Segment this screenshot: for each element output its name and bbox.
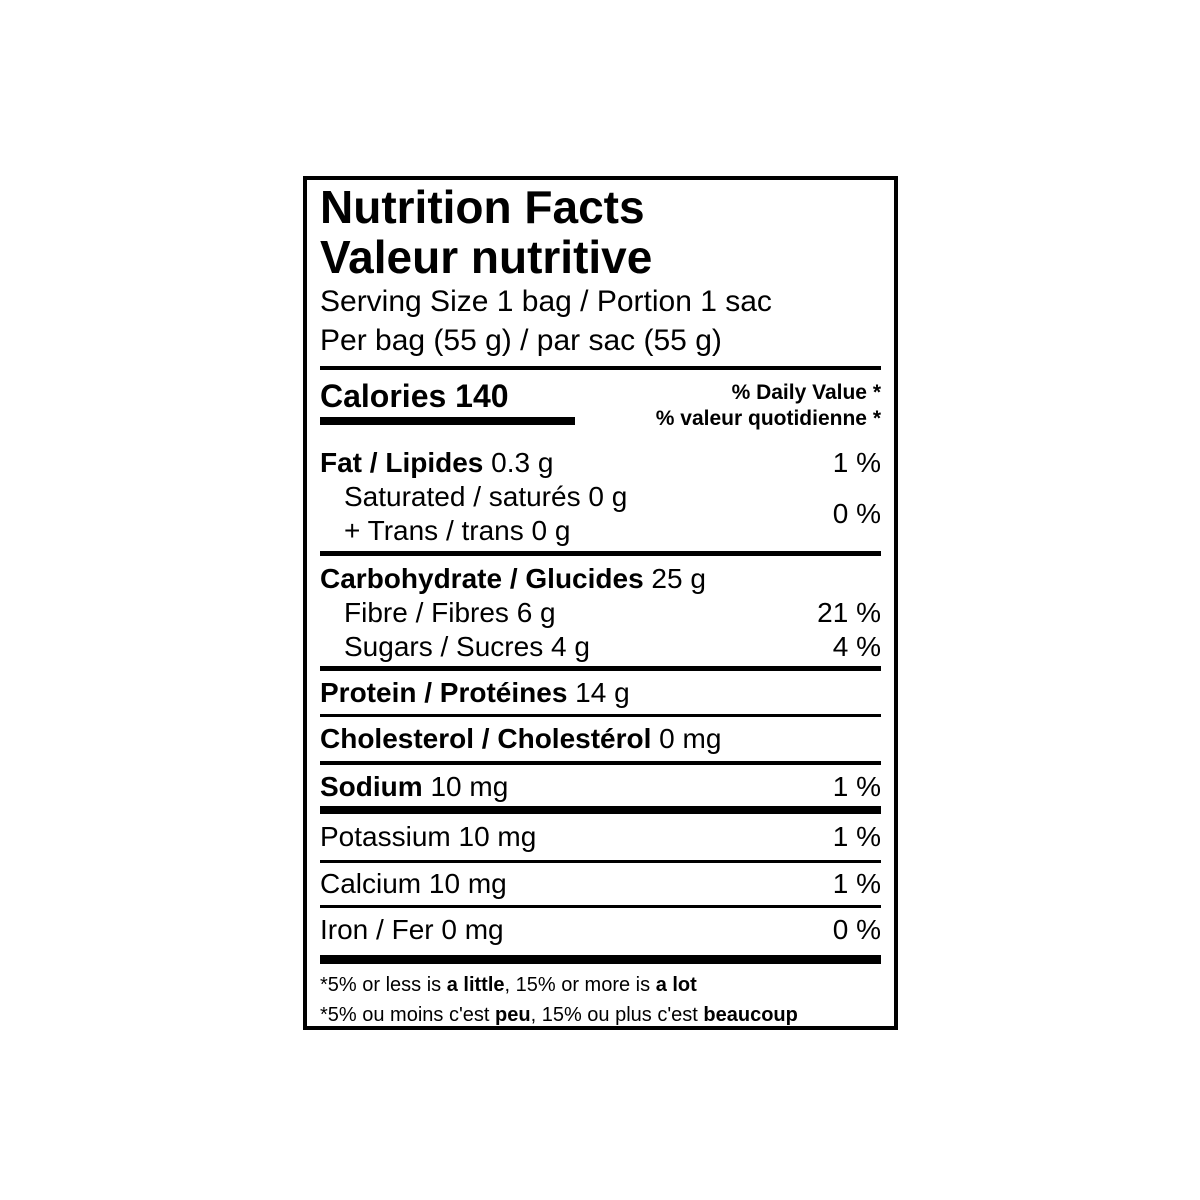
footnote-en-part1: *5% or less is [320,974,447,996]
protein-amount: 14 g [567,677,630,708]
calories-value: 140 [455,378,509,414]
carbohydrate-amount: 25 g [643,563,706,594]
fibre-label: Fibre / Fibres 6 g [344,597,556,628]
row-fibre: Fibre / Fibres 6 g 21 % [320,596,881,630]
separator-rule-potassium [320,860,881,863]
nutrition-facts-label: Nutrition Facts Valeur nutritive Serving… [303,176,898,1030]
row-carbohydrate: Carbohydrate / Glucides 25 g [320,562,881,596]
footnote-fr-bold1: peu [495,1004,531,1026]
daily-value-header: % Daily Value * % valeur quotidienne * [656,378,881,432]
calories-label: Calories [320,378,447,414]
calcium-daily-value: 1 % [832,868,881,899]
sugars-daily-value: 4 % [832,631,881,662]
separator-rule-calcium [320,905,881,908]
cholesterol-amount: 0 mg [651,723,722,754]
footnote-en: *5% or less is a little, 15% or more is … [320,972,881,998]
separator-rule-protein [320,714,881,717]
row-saturated: Saturated / saturés 0 g [320,480,833,514]
saturated-label: Saturated / saturés 0 g [344,481,628,512]
carbohydrate-name: Carbohydrate / Glucides [320,563,644,594]
fibre-daily-value: 21 % [817,597,881,628]
footnote-fr-bold2: beaucoup [703,1004,798,1026]
sugars-label: Sugars / Sucres 4 g [344,631,590,662]
fat-amount: 0.3 g [483,447,554,478]
row-cholesterol: Cholesterol / Cholestérol 0 mg [320,722,881,756]
title-fr: Valeur nutritive [320,231,653,283]
saturated-trans-lines: Saturated / saturés 0 g + Trans / trans … [320,480,833,548]
protein-name: Protein / Protéines [320,677,568,708]
per-bag-line: Per bag (55 g) / par sac (55 g) [320,324,722,357]
calories-underline-bar [320,417,575,425]
daily-value-header-en: % Daily Value * [731,381,881,404]
header-rule [320,366,881,370]
cholesterol-name: Cholesterol / Cholestérol [320,723,652,754]
row-fat: Fat / Lipides 0.3 g 1 % [320,446,881,480]
footnote-en-part2: , 15% or more is [504,974,656,996]
calcium-label: Calcium 10 mg [320,868,507,899]
row-calcium: Calcium 10 mg 1 % [320,867,881,901]
saturated-trans-group: Saturated / saturés 0 g + Trans / trans … [320,480,881,548]
footnote-en-bold2: a lot [655,974,697,996]
footnote-en-bold1: a little [446,974,505,996]
protein-label: Protein / Protéines 14 g [320,676,630,710]
fat-name: Fat / Lipides [320,447,484,478]
row-iron: Iron / Fer 0 mg 0 % [320,913,881,947]
row-trans: + Trans / trans 0 g [320,514,833,548]
serving-size-line: Serving Size 1 bag / Portion 1 sac [320,285,772,318]
sodium-amount: 10 mg [422,771,509,802]
footnote-fr-part2: , 15% ou plus c'est [530,1004,704,1026]
title-en: Nutrition Facts [320,181,645,233]
separator-rule-fat [320,551,881,556]
calories-section: Calories 140 % Daily Value * % valeur qu… [320,378,881,432]
thick-rule-iron [320,955,881,964]
footnote-fr-part1: *5% ou moins c'est [320,1004,496,1026]
sodium-name: Sodium [320,771,423,802]
calories-line: Calories 140 [320,378,575,414]
separator-rule-cholesterol [320,761,881,765]
row-sugars: Sugars / Sucres 4 g 4 % [320,630,881,664]
iron-label: Iron / Fer 0 mg [320,914,504,945]
separator-rule-carbohydrate [320,666,881,671]
potassium-label: Potassium 10 mg [320,821,537,852]
potassium-daily-value: 1 % [832,821,881,852]
footnote-fr: *5% ou moins c'est peu, 15% ou plus c'es… [320,1002,881,1028]
sodium-daily-value: 1 % [832,771,881,802]
row-protein: Protein / Protéines 14 g [320,676,881,710]
iron-daily-value: 0 % [832,914,881,945]
fat-daily-value: 1 % [832,447,881,478]
thick-rule-sodium [320,806,881,814]
row-potassium: Potassium 10 mg 1 % [320,820,881,854]
calories-block: Calories 140 [320,378,575,425]
fat-label: Fat / Lipides 0.3 g [320,446,553,480]
daily-value-header-fr: % valeur quotidienne * [655,407,881,430]
saturated-trans-daily-value: 0 % [832,498,881,529]
trans-label: + Trans / trans 0 g [344,515,571,546]
sodium-label: Sodium 10 mg [320,770,508,804]
carbohydrate-label: Carbohydrate / Glucides 25 g [320,562,706,596]
cholesterol-label: Cholesterol / Cholestérol 0 mg [320,722,721,756]
row-sodium: Sodium 10 mg 1 % [320,770,881,804]
